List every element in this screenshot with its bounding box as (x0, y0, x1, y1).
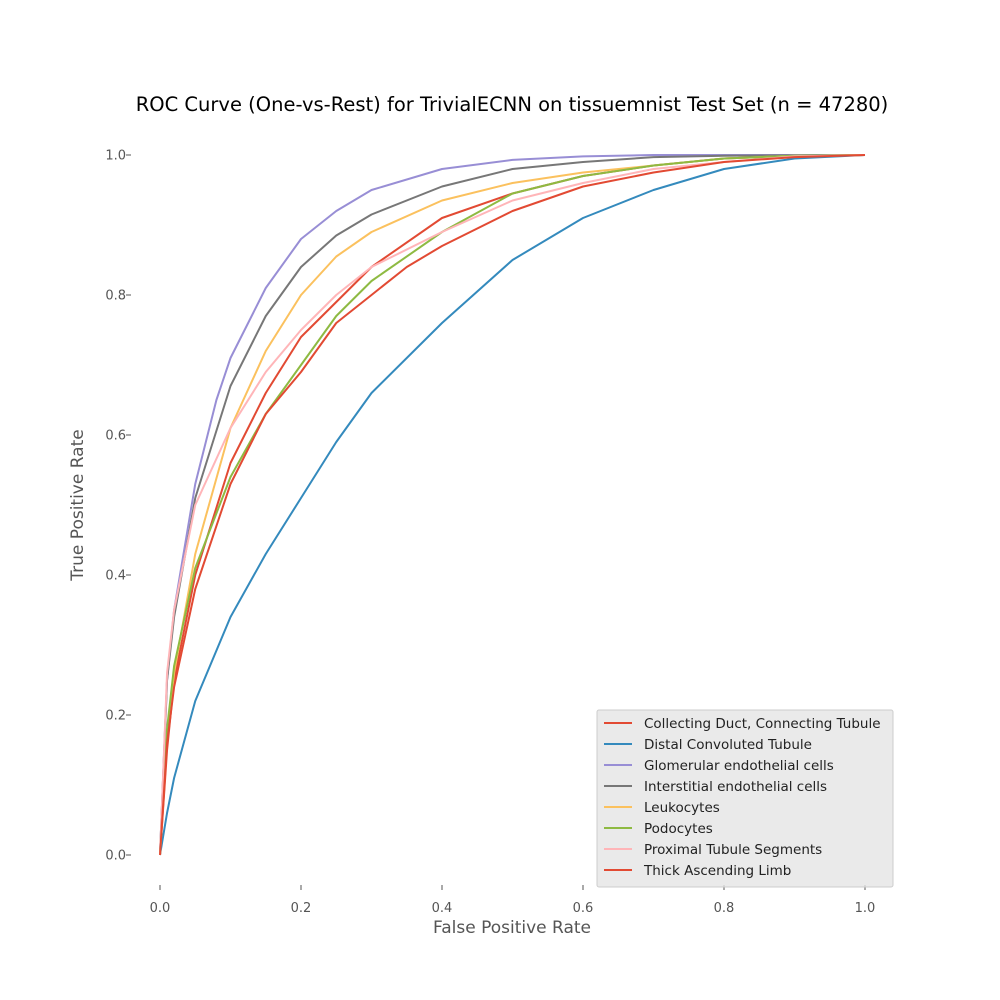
roc-line-7 (159, 154, 866, 856)
x-axis: 0.0 0.2 0.4 0.6 0.8 1.0 (150, 885, 876, 916)
y-axis-label: True Positive Rate (68, 429, 88, 581)
legend-entry-label: Leukocytes (644, 800, 720, 816)
x-tick-label: 0.8 (714, 901, 735, 916)
x-axis-label: False Positive Rate (433, 918, 591, 938)
y-tick-label: 1.0 (105, 149, 126, 164)
y-tick-label: 0.2 (105, 709, 126, 724)
x-tick-label: 1.0 (855, 901, 876, 916)
y-axis: 0.0 0.2 0.4 0.6 0.8 1.0 (105, 149, 131, 864)
x-tick-label: 0.4 (432, 901, 453, 916)
roc-line-6 (159, 154, 866, 856)
legend-box (596, 709, 894, 888)
legend-entry-label: Interstitial endothelial cells (644, 779, 827, 795)
y-tick-label: 0.6 (105, 429, 126, 444)
legend-entry-label: Distal Convoluted Tubule (644, 737, 812, 753)
roc-line-8 (159, 154, 866, 856)
roc-line-2 (159, 154, 866, 856)
legend-entry-label: Collecting Duct, Connecting Tubule (644, 716, 881, 732)
y-tick-label: 0.4 (105, 569, 126, 584)
roc-line-3 (159, 154, 865, 856)
legend: Collecting Duct, Connecting Tubule Distal… (596, 709, 894, 888)
x-tick-label: 0.6 (573, 901, 594, 916)
legend-entry-label: Proximal Tubule Segments (644, 842, 822, 858)
legend-entry-label: Thick Ascending Limb (643, 863, 791, 879)
x-tick-label: 0.2 (291, 901, 312, 916)
legend-entry-label: Podocytes (644, 821, 713, 837)
legend-entry-label: Glomerular endothelial cells (644, 758, 834, 774)
chart-title: ROC Curve (One-vs-Rest) for TrivialECNN … (136, 93, 889, 116)
y-tick-label: 0.0 (105, 849, 126, 864)
x-tick-label: 0.0 (150, 901, 171, 916)
y-tick-label: 0.8 (105, 289, 126, 304)
series-lines (159, 154, 866, 856)
